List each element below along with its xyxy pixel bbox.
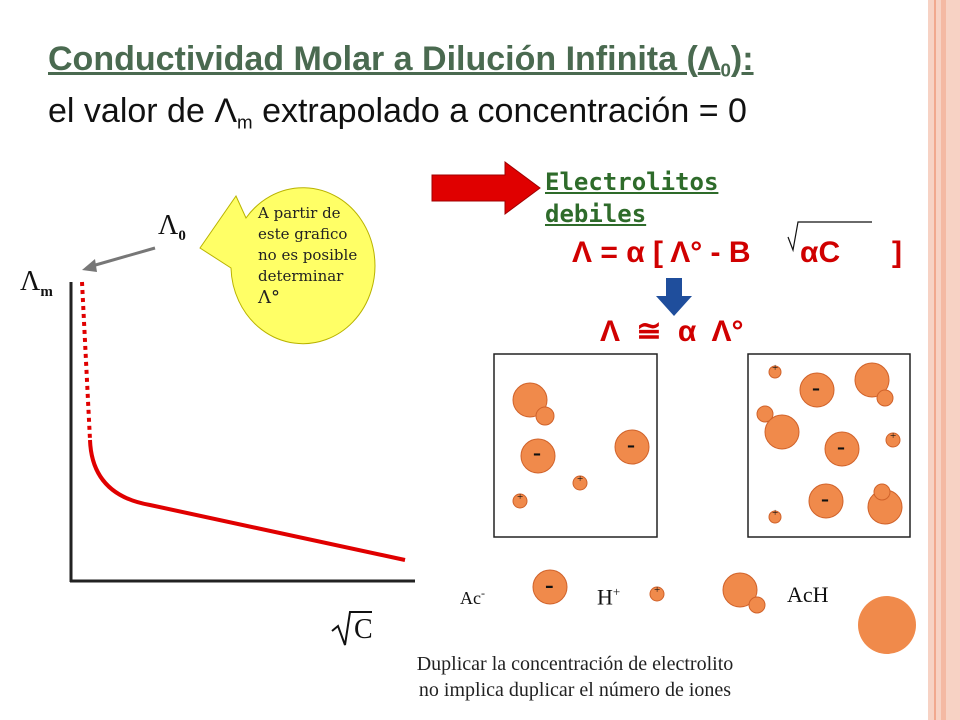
ion-charge-plus: +: [772, 507, 779, 519]
legend-ach-label: AcH: [787, 582, 829, 607]
decorative-circle: [858, 596, 916, 654]
ion-charge-plus: +: [890, 430, 897, 442]
extrapolation-dotted-line: [80, 281, 92, 441]
legend-h-label: H+: [597, 584, 621, 610]
legend-ach-h: [748, 596, 766, 614]
x-label-root-sign: [331, 611, 372, 646]
blue-arrow-shaft: [666, 278, 682, 298]
y-axis-label: Λm: [20, 266, 53, 300]
equation-close-bracket: ]: [892, 236, 902, 269]
ion-charge-plus: +: [577, 473, 584, 485]
equation-root-sign: [787, 221, 872, 253]
ion-charge-minus: -: [533, 440, 541, 466]
legend-ac-ion: [532, 569, 568, 605]
side-decoration-line: [934, 0, 936, 720]
page-subtitle: el valor de Λm extrapolado a concentraci…: [48, 92, 747, 133]
ion-charge-minus: -: [627, 432, 635, 458]
bubble-text: A partir de este grafico no es posible d…: [258, 204, 358, 308]
equation-root-term: αC: [800, 236, 841, 269]
ion-charge-plus: +: [772, 362, 779, 374]
legend-ac-label: Ac-: [460, 586, 485, 608]
approximation-equation: Λ ≅ α Λ°: [600, 315, 744, 348]
lambda0-pointer-head: [82, 259, 97, 272]
speech-bubble: [199, 187, 376, 345]
ions-right-box: [756, 362, 903, 525]
ostwald-equation: Λ = α [ Λ° - B: [572, 236, 751, 269]
lambda0-pointer-line: [91, 246, 156, 268]
side-decoration-stripe: [941, 0, 946, 720]
legend-ac-charge: -: [545, 570, 554, 599]
legend-h-charge: +: [654, 584, 661, 596]
legend-h-ion: [649, 586, 665, 602]
ion-charge-minus: -: [821, 486, 829, 512]
legend-ach-ion: [722, 572, 758, 608]
ion-charge-minus: -: [837, 434, 845, 460]
lambda0-label: Λ0: [158, 210, 186, 244]
weak-electrolytes-heading: Electrolitos debiles: [545, 168, 719, 228]
red-arrow: [431, 161, 541, 215]
conductivity-curve: [88, 439, 406, 562]
ion-charge-plus: +: [517, 491, 524, 503]
ion-charge-minus: -: [812, 375, 820, 401]
x-axis-label: C: [354, 614, 373, 645]
page-title: Conductividad Molar a Dilución Infinita …: [48, 40, 754, 81]
caption: Duplicar la concentración de electrolito…: [416, 653, 734, 701]
blue-arrow-head: [656, 296, 692, 316]
ions-left-box: [512, 382, 650, 509]
